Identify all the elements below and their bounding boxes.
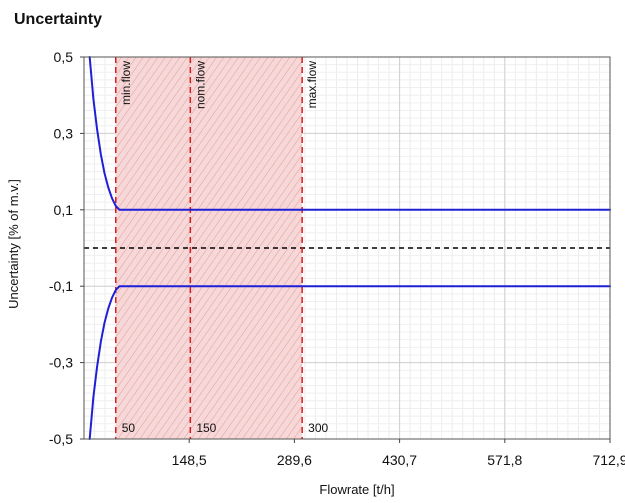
- flow-marker-labels: min.flow 50 nom.flow 150 max.flow 300: [119, 61, 329, 435]
- x-axis-label: Flowrate [t/h]: [319, 482, 394, 497]
- y-tick-label: 0,1: [54, 202, 74, 218]
- chart-title: Uncertainty: [14, 11, 102, 28]
- flow-marker-value: 150: [196, 421, 216, 435]
- y-tick-label: -0,3: [49, 355, 73, 371]
- shaded-flow-range: [115, 57, 303, 439]
- x-ticks: 148,5 289,6 430,7 571,8 712,9: [172, 439, 625, 468]
- y-tick-label: 0,3: [54, 125, 74, 141]
- flow-marker-lines: [115, 57, 303, 439]
- lower-uncertainty-line: [88, 285, 611, 440]
- series-layer: [88, 56, 611, 440]
- plot-frame: [83, 56, 611, 440]
- y-tick-label: 0,5: [54, 49, 74, 65]
- y-ticks: 0,5 0,3 0,1 -0,1 -0,3 -0,5: [49, 49, 84, 447]
- x-tick-label: 148,5: [172, 452, 207, 468]
- y-tick-label: -0,1: [49, 278, 73, 294]
- y-tick-label: -0,5: [49, 431, 73, 447]
- flow-marker-name: max.flow: [305, 61, 319, 109]
- flow-marker-name: min.flow: [119, 61, 133, 105]
- x-tick-label: 289,6: [277, 452, 312, 468]
- flow-marker-name: nom.flow: [193, 61, 207, 109]
- upper-uncertainty-line: [88, 56, 611, 211]
- flow-marker-value: 300: [308, 421, 328, 435]
- x-tick-label: 712,9: [592, 452, 625, 468]
- x-tick-label: 430,7: [382, 452, 417, 468]
- y-axis-label: Uncertainty [% of m.v.]: [6, 179, 21, 309]
- x-tick-label: 571,8: [487, 452, 522, 468]
- flow-marker-value: 50: [122, 421, 136, 435]
